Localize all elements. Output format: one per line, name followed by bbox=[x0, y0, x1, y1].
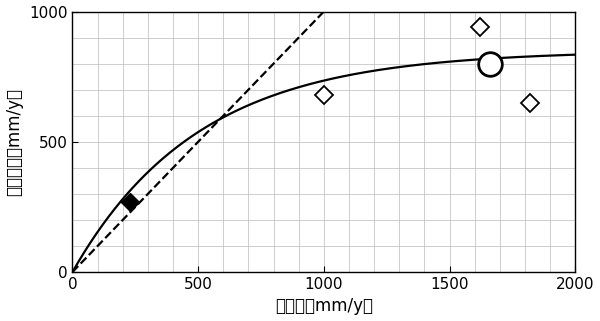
Y-axis label: 莆発散量（mm/y）: 莆発散量（mm/y） bbox=[5, 88, 23, 196]
X-axis label: 降水量（mm/y）: 降水量（mm/y） bbox=[275, 298, 373, 316]
